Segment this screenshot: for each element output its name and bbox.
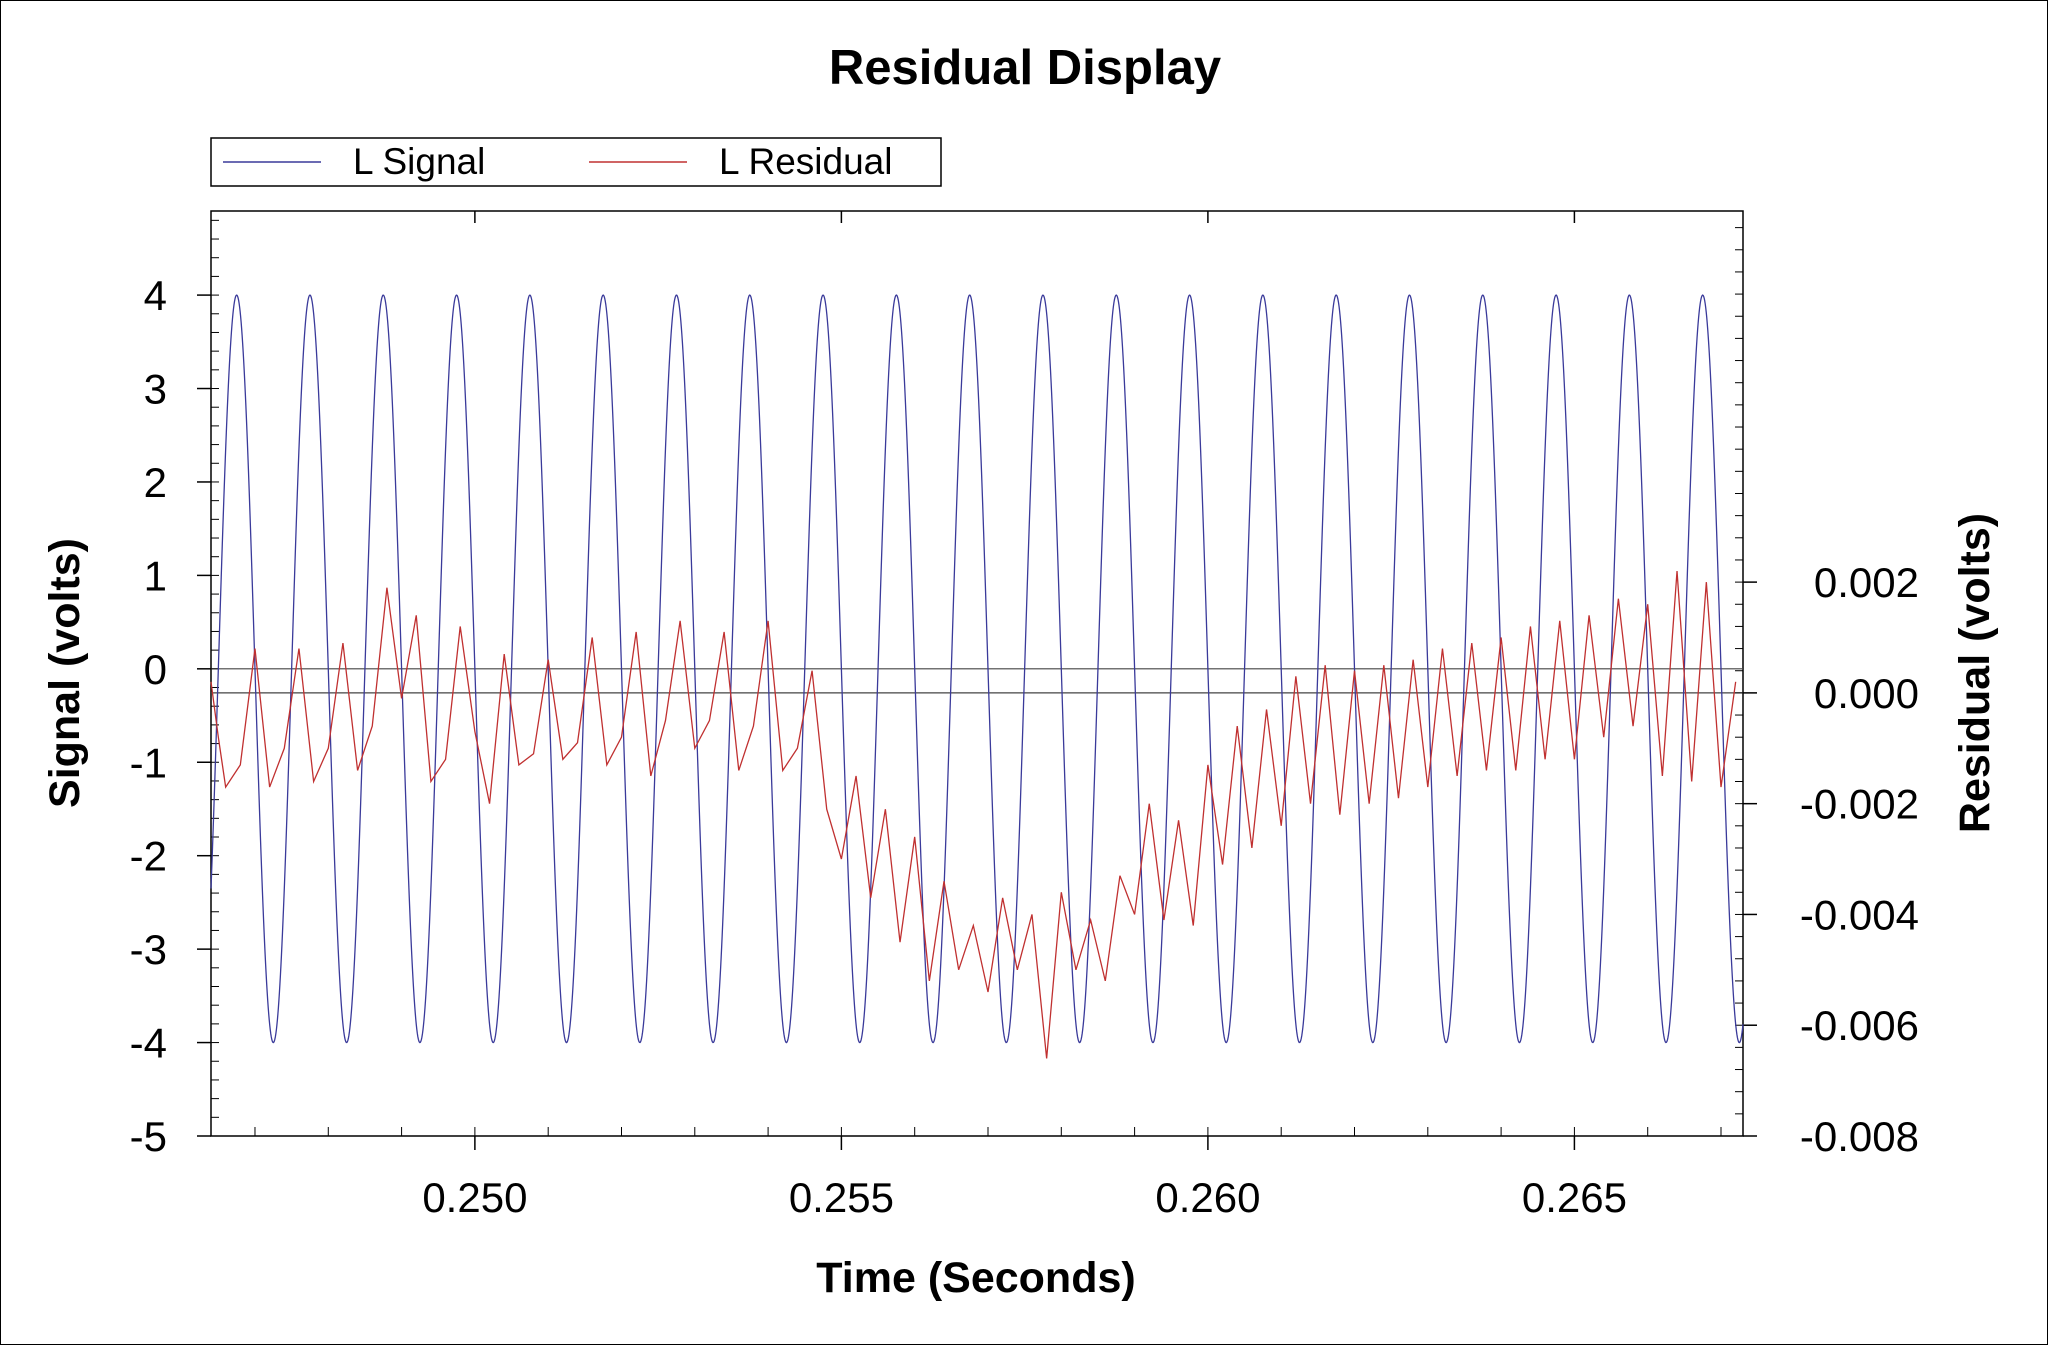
minor-ticks	[211, 219, 1743, 1137]
chart-title: Residual Display	[829, 41, 1221, 95]
y-left-tick-label: 0	[144, 646, 167, 693]
y-left-tick-label: 2	[144, 459, 167, 506]
series-l-residual-line	[210, 570, 1737, 1059]
x-tick-label: 0.260	[1155, 1174, 1260, 1221]
y-right-tick-label: 0.002	[1814, 559, 1919, 606]
y-left-tick-label: 1	[144, 552, 167, 599]
y-right-tick-label: -0.006	[1800, 1002, 1919, 1049]
x-tick-label: 0.265	[1522, 1174, 1627, 1221]
legend-label-l-residual: L Residual	[719, 141, 892, 182]
y-right-tick-label: -0.008	[1800, 1113, 1919, 1160]
series-l-signal-line	[210, 294, 1744, 1044]
y-right-tick-label: -0.002	[1800, 781, 1919, 828]
x-axis-ticks: 0.250 0.255 0.260 0.265	[422, 211, 1627, 1221]
y-left-tick-label: -1	[130, 739, 167, 786]
y-left-axis-label: Signal (volts)	[41, 538, 89, 808]
y-right-tick-label: 0.000	[1814, 670, 1919, 717]
y-right-axis-label: Residual (volts)	[1951, 513, 1999, 833]
y-left-tick-label: -4	[130, 1020, 167, 1067]
legend-label-l-signal: L Signal	[353, 141, 485, 182]
y-right-axis-ticks: 0.002 0.000 -0.002 -0.004 -0.006 -0.008	[1743, 559, 1919, 1160]
y-left-tick-label: -2	[130, 833, 167, 880]
legend: L Signal L Residual	[210, 137, 942, 187]
legend-box	[210, 137, 942, 187]
x-axis-label: Time (Seconds)	[816, 1254, 1135, 1302]
y-left-tick-label: 3	[144, 366, 167, 413]
y-left-tick-label: -5	[130, 1113, 167, 1160]
y-right-tick-label: -0.004	[1800, 891, 1919, 938]
x-tick-label: 0.250	[422, 1174, 527, 1221]
y-left-axis-ticks: 4 3 2 1 0 -1 -2 -3 -4 -5	[130, 272, 211, 1160]
y-left-tick-label: 4	[144, 272, 167, 319]
x-tick-label: 0.255	[789, 1174, 894, 1221]
y-left-tick-label: -3	[130, 926, 167, 973]
